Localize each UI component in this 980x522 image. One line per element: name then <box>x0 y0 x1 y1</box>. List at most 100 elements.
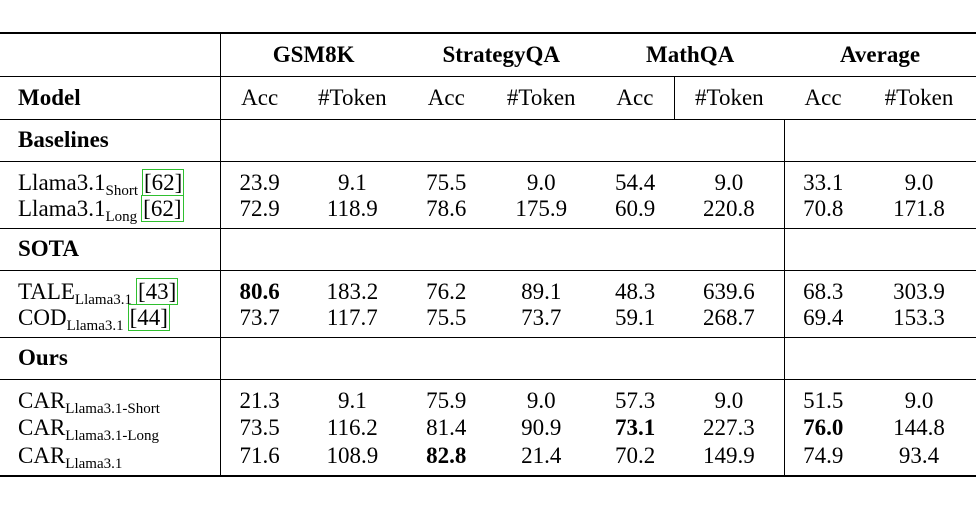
value-cell: 69.4 <box>803 304 844 330</box>
value-cell: 175.9 <box>515 195 568 221</box>
header-model: Model <box>0 76 221 119</box>
value-cell: 81.4 <box>426 415 467 440</box>
value-cell: 51.5 <box>803 387 844 413</box>
header-row-datasets: GSM8K StrategyQA MathQA Average <box>0 32 976 76</box>
value-cell: 268.7 <box>674 304 785 337</box>
section-row-sota: SOTA <box>0 228 976 270</box>
value-cell: 59.1 <box>615 304 656 330</box>
header-token: #Token <box>318 84 387 110</box>
table-row: CARLlama3.1 71.6 108.9 82.8 21.4 70.2 149.9 74.… <box>0 442 976 476</box>
model-name-cell: TALELlama3.1 [43] <box>0 270 221 307</box>
model-base-name: Llama3.1 <box>18 195 106 221</box>
value-cell: 75.5 <box>426 169 467 195</box>
value-cell: 80.6 <box>239 278 280 304</box>
value-cell: 73.5 <box>239 415 280 440</box>
header-token: #Token <box>506 84 576 110</box>
value-cell: 93.4 <box>898 442 940 468</box>
value-cell: 171.8 <box>893 195 945 221</box>
table-row: TALELlama3.1 [43] 80.6 183.2 76.2 89.1 48.3 639… <box>0 270 976 307</box>
value-cell: 82.8 <box>426 442 467 468</box>
value-cell: 73.1 <box>615 415 656 440</box>
section-title: Baselines <box>0 119 221 161</box>
value-cell: 78.6 <box>426 195 467 221</box>
model-base-name: CAR <box>18 387 66 413</box>
value-cell: 71.6 <box>239 442 280 468</box>
model-base-name: TALE <box>18 278 75 304</box>
section-empty-cell <box>784 337 862 379</box>
table-row: CODLlama3.1 [44] 73.7 117.7 75.5 73.7 59.1 268.… <box>0 303 976 337</box>
value-cell: 70.2 <box>615 442 656 468</box>
header-gsm8k: GSM8K <box>220 32 407 76</box>
table-row: Llama3.1Short [62] 23.9 9.1 75.5 9.0 54.4 9.0 33… <box>0 161 976 199</box>
section-empty-cell <box>674 119 785 161</box>
value-cell: 75.5 <box>426 304 467 330</box>
header-row-metrics: Model Acc #Token Acc #Token Acc #Token A… <box>0 76 976 119</box>
value-cell: 57.3 <box>615 387 656 413</box>
value-cell: 220.8 <box>674 195 785 228</box>
model-subscript: Llama3.1 <box>66 317 124 334</box>
value-cell: 183.2 <box>326 278 379 304</box>
header-average: Average <box>784 32 976 76</box>
value-cell: 60.9 <box>615 195 656 221</box>
table-row: CARLlama3.1-Long 73.5 116.2 81.4 90.9 73.1 227… <box>0 413 976 444</box>
value-cell: 9.0 <box>526 387 556 413</box>
value-cell: 70.8 <box>803 195 844 221</box>
value-cell: 76.2 <box>426 278 467 304</box>
citation-link[interactable]: [62] <box>142 168 185 196</box>
section-empty-cell <box>486 337 596 379</box>
value-cell: 54.4 <box>615 169 656 195</box>
value-cell: 89.1 <box>521 278 562 304</box>
citation-link[interactable]: [43] <box>136 277 179 305</box>
model-subscript: Llama3.1 <box>65 455 123 472</box>
model-name-cell: CODLlama3.1 [44] <box>0 303 221 337</box>
value-cell: 23.9 <box>239 169 280 195</box>
header-acc: Acc <box>241 84 279 110</box>
value-cell: 118.9 <box>326 195 378 221</box>
model-subscript: Long <box>105 208 138 225</box>
section-empty-cell <box>406 337 486 379</box>
section-empty-cell <box>862 337 976 379</box>
model-name-cell: Llama3.1Long [62] <box>0 194 221 228</box>
section-empty-cell <box>220 228 298 270</box>
header-token: #Token <box>695 84 764 110</box>
value-cell: 117.7 <box>326 304 378 330</box>
section-empty-cell <box>486 228 596 270</box>
section-row-baselines: Baselines <box>0 119 976 161</box>
value-cell: 75.9 <box>426 387 467 413</box>
value-cell: 9.0 <box>904 169 934 195</box>
section-empty-cell <box>674 337 785 379</box>
value-cell: 68.3 <box>803 278 844 304</box>
header-acc: Acc <box>804 84 842 110</box>
value-cell: 72.9 <box>239 195 280 221</box>
header-mathqa: MathQA <box>596 32 785 76</box>
value-cell: 73.7 <box>521 304 562 330</box>
value-cell: 21.4 <box>521 442 562 468</box>
header-token: #Token <box>884 84 954 110</box>
model-name-cell: CARLlama3.1-Long <box>0 413 221 444</box>
model-name-cell: CARLlama3.1 <box>0 442 221 476</box>
value-cell: 153.3 <box>893 304 945 330</box>
header-acc: Acc <box>427 84 465 110</box>
section-empty-cell <box>220 337 298 379</box>
value-cell: 116.2 <box>326 415 378 440</box>
value-cell: 9.1 <box>337 387 367 413</box>
value-cell: 73.7 <box>239 304 280 330</box>
value-cell: 33.1 <box>803 169 844 195</box>
model-subscript: Short <box>105 182 139 199</box>
section-empty-cell <box>596 337 674 379</box>
citation-link[interactable]: [62] <box>141 194 184 222</box>
header-acc: Acc <box>596 76 675 119</box>
model-base-name: CAR <box>18 442 66 468</box>
model-subscript: Llama3.1-Short <box>65 400 160 417</box>
value-cell: 9.0 <box>904 387 934 413</box>
section-empty-cell <box>674 228 785 270</box>
value-cell: 149.9 <box>674 442 785 476</box>
section-empty-cell <box>486 119 596 161</box>
section-title: Ours <box>0 337 221 379</box>
citation-link[interactable]: [44] <box>127 303 170 331</box>
value-cell: 9.0 <box>674 379 785 414</box>
table-row: Llama3.1Long [62] 72.9 118.9 78.6 175.9 60.9 22… <box>0 194 976 228</box>
section-empty-cell <box>298 337 406 379</box>
section-empty-cell <box>298 119 406 161</box>
value-cell: 76.0 <box>803 415 844 440</box>
